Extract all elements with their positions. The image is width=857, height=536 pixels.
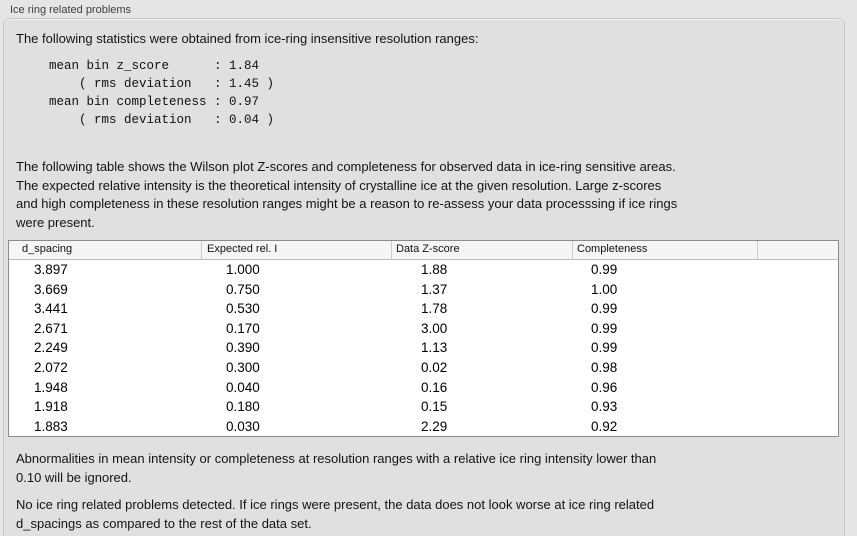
cell-completeness: 0.93 bbox=[591, 399, 618, 415]
cell-expected-rel: 0.300 bbox=[226, 360, 260, 375]
cell-completeness: 0.98 bbox=[591, 360, 618, 375]
table-row[interactable]: 3.669 0.750 1.37 1.00 bbox=[9, 280, 838, 300]
cell-expected-rel: 1.000 bbox=[226, 262, 260, 278]
cell-d-spacing: 2.671 bbox=[34, 320, 68, 336]
cell-z-score: 0.16 bbox=[421, 379, 448, 395]
cell-completeness: 0.99 bbox=[591, 262, 618, 278]
table-row[interactable]: 1.883 0.030 2.29 0.92 bbox=[9, 416, 838, 436]
cell-d-spacing: 3.441 bbox=[34, 301, 68, 317]
cell-z-score: 1.13 bbox=[421, 340, 448, 356]
cell-completeness: 0.92 bbox=[591, 418, 618, 434]
cell-z-score: 1.37 bbox=[421, 281, 448, 297]
cell-completeness: 0.99 bbox=[591, 340, 618, 356]
cell-z-score: 0.02 bbox=[421, 360, 448, 375]
cell-z-score: 1.88 bbox=[421, 262, 448, 278]
cell-expected-rel: 0.530 bbox=[226, 301, 260, 317]
cell-completeness: 1.00 bbox=[591, 281, 618, 297]
table-row[interactable]: 2.671 0.170 3.00 0.99 bbox=[9, 319, 838, 339]
cell-d-spacing: 2.249 bbox=[34, 340, 68, 356]
table-row[interactable]: 1.948 0.040 0.16 0.96 bbox=[9, 377, 838, 397]
table-body: 3.897 1.000 1.88 0.99 3.669 0.750 1.37 1… bbox=[9, 260, 838, 436]
cell-d-spacing: 3.897 bbox=[34, 262, 68, 278]
verdict-text: No ice ring related problems detected. I… bbox=[16, 497, 655, 531]
cell-completeness: 0.99 bbox=[591, 301, 618, 317]
column-header-empty bbox=[758, 241, 838, 259]
column-header-data-z-score[interactable]: Data Z-score bbox=[392, 241, 573, 259]
cell-d-spacing: 3.669 bbox=[34, 281, 68, 297]
cell-z-score: 0.15 bbox=[421, 399, 448, 415]
table-row[interactable]: 1.918 0.180 0.15 0.93 bbox=[9, 397, 838, 417]
stats-block: mean bin z_score : 1.84 ( rms deviation … bbox=[49, 59, 275, 127]
intro-text: The following statistics were obtained f… bbox=[16, 31, 479, 46]
section-title: Ice ring related problems bbox=[10, 4, 132, 16]
table-row[interactable]: 3.897 1.000 1.88 0.99 bbox=[9, 260, 838, 280]
cell-z-score: 2.29 bbox=[421, 418, 448, 434]
cell-z-score: 1.78 bbox=[421, 301, 448, 317]
cell-d-spacing: 1.948 bbox=[34, 379, 68, 395]
cell-completeness: 0.99 bbox=[591, 320, 618, 336]
cell-expected-rel: 0.030 bbox=[226, 418, 260, 434]
description-text: The following table shows the Wilson plo… bbox=[16, 159, 678, 230]
cell-expected-rel: 0.750 bbox=[226, 281, 260, 297]
table-row[interactable]: 3.441 0.530 1.78 0.99 bbox=[9, 299, 838, 319]
table-header: d_spacing Expected rel. I Data Z-score C… bbox=[9, 241, 838, 260]
ignore-note-text: Abnormalities in mean intensity or compl… bbox=[16, 451, 657, 485]
cell-d-spacing: 1.883 bbox=[34, 418, 68, 434]
cell-expected-rel: 0.390 bbox=[226, 340, 260, 356]
column-header-expected-rel-i[interactable]: Expected rel. I bbox=[202, 241, 392, 259]
cell-d-spacing: 2.072 bbox=[34, 360, 68, 375]
ice-ring-panel: The following statistics were obtained f… bbox=[3, 18, 845, 536]
cell-completeness: 0.96 bbox=[591, 379, 618, 395]
table-row[interactable]: 2.249 0.390 1.13 0.99 bbox=[9, 338, 838, 358]
ice-ring-table: d_spacing Expected rel. I Data Z-score C… bbox=[8, 240, 839, 437]
column-header-d-spacing[interactable]: d_spacing bbox=[9, 241, 202, 259]
cell-expected-rel: 0.170 bbox=[226, 320, 260, 336]
column-header-completeness[interactable]: Completeness bbox=[573, 241, 758, 259]
cell-d-spacing: 1.918 bbox=[34, 399, 68, 415]
cell-expected-rel: 0.040 bbox=[226, 379, 260, 395]
cell-expected-rel: 0.180 bbox=[226, 399, 260, 415]
table-row[interactable]: 2.072 0.300 0.02 0.98 bbox=[9, 358, 838, 378]
cell-z-score: 3.00 bbox=[421, 320, 448, 336]
